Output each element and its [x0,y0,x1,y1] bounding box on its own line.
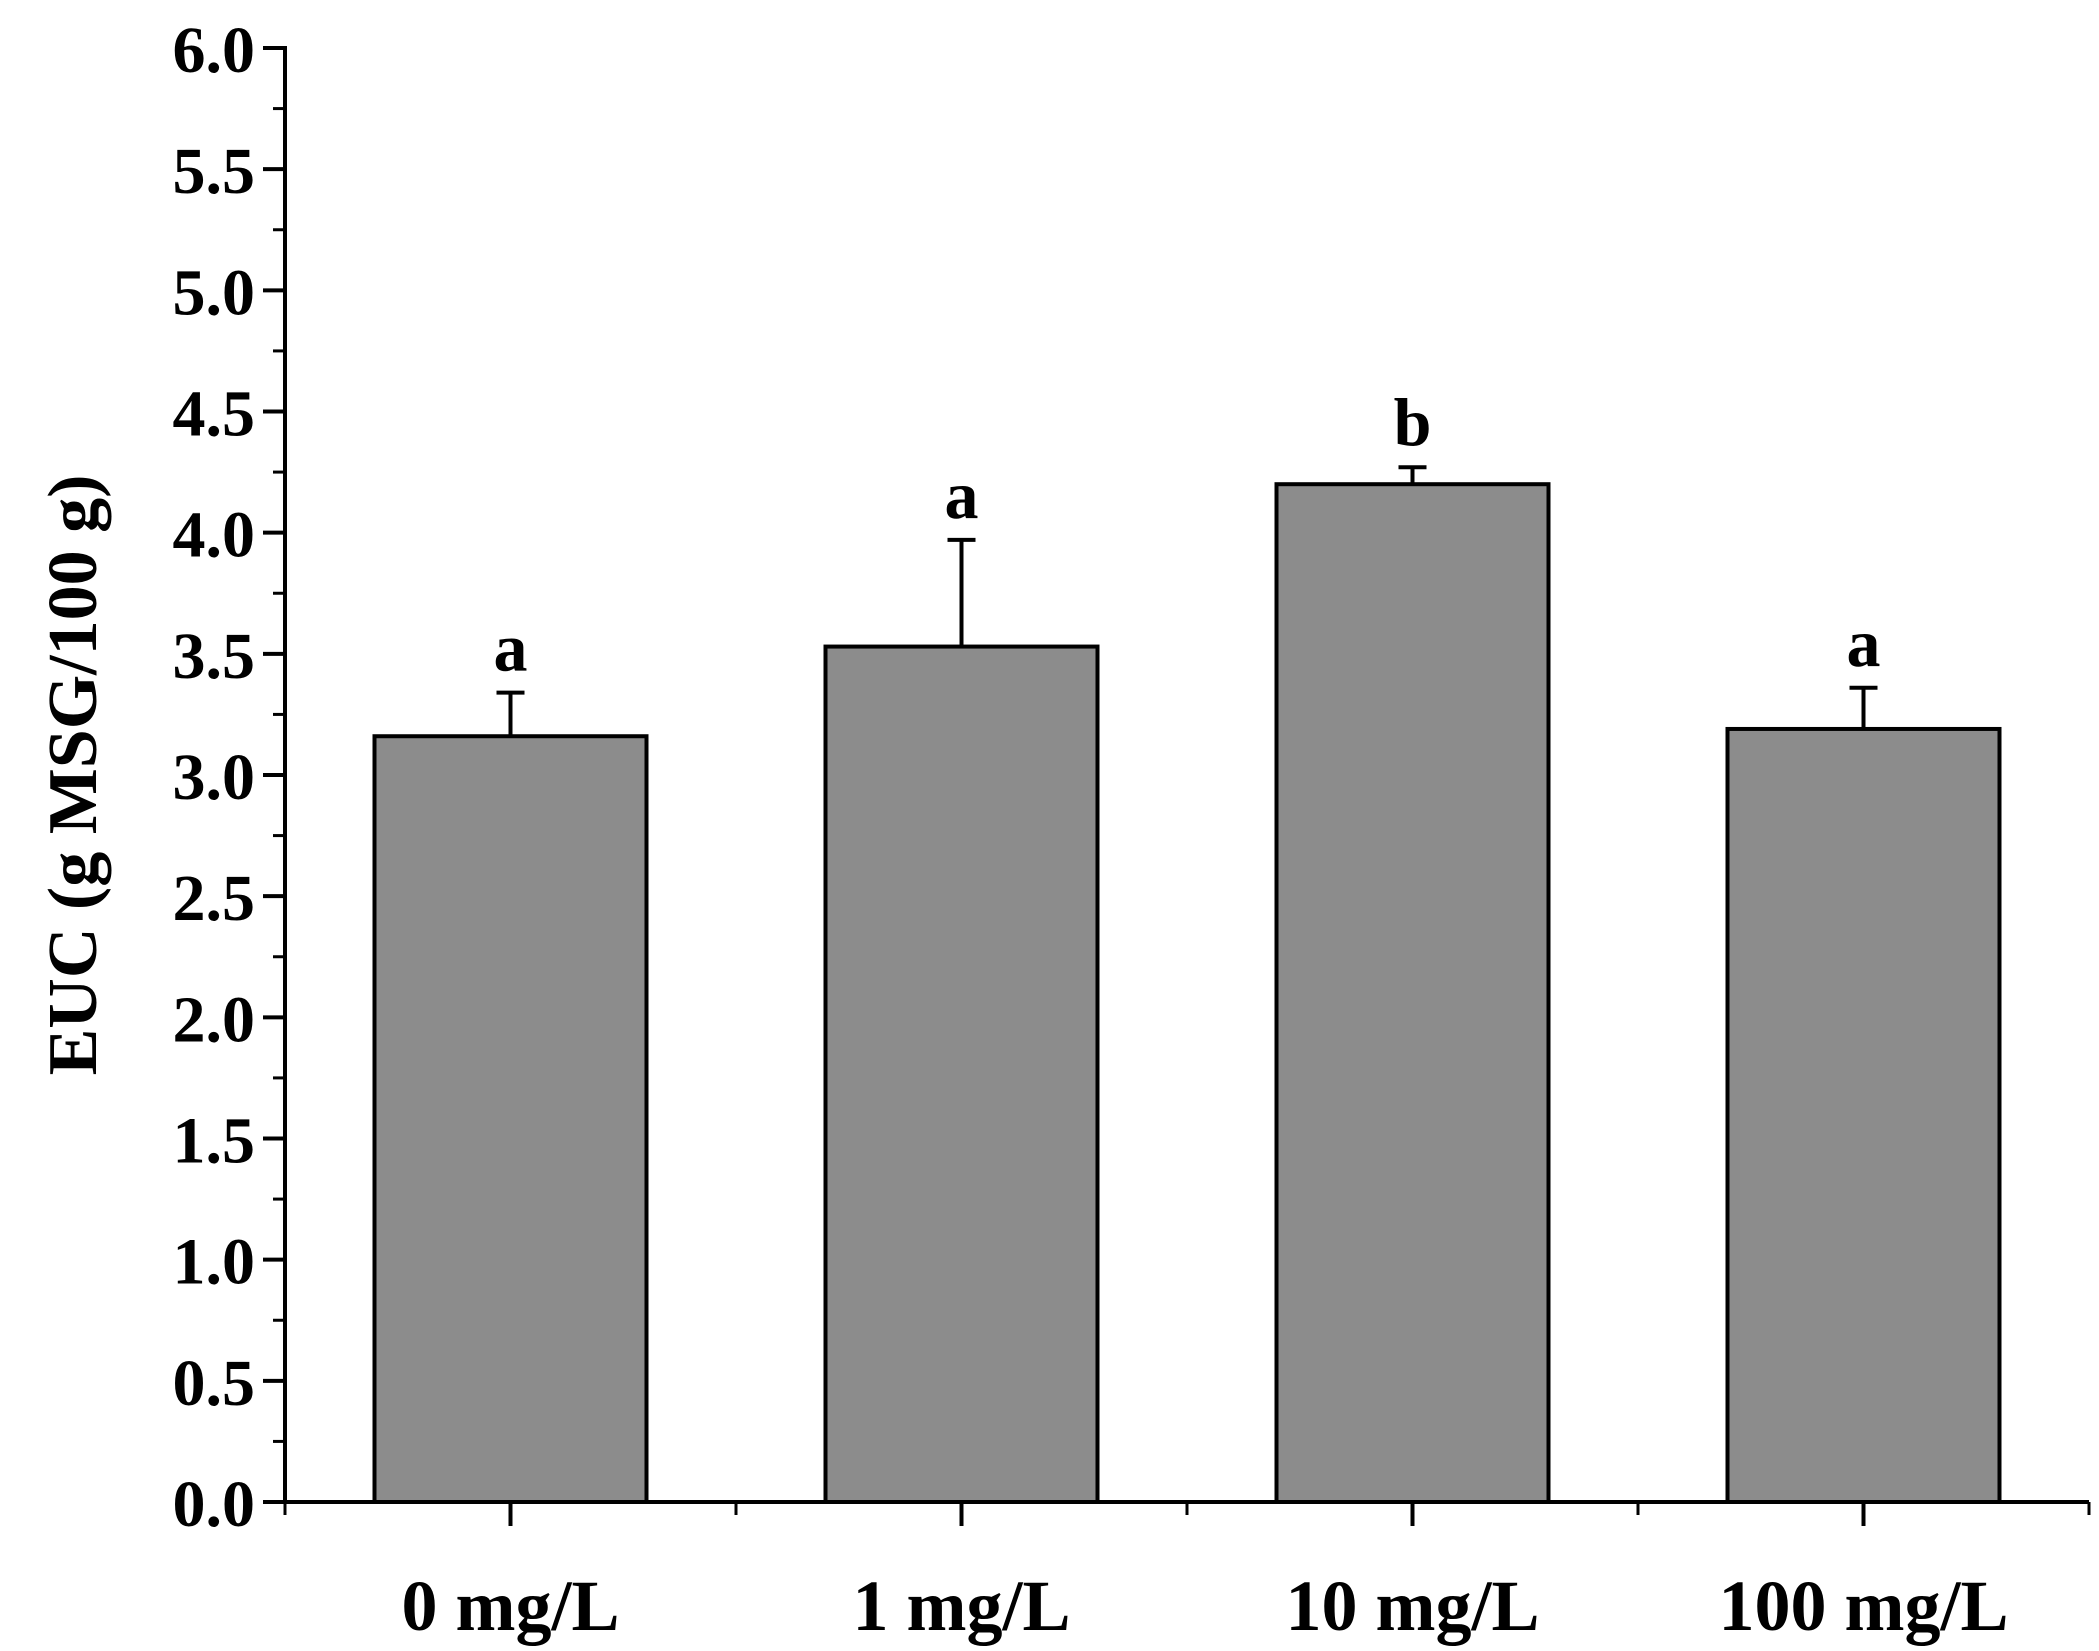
bar-1 [823,644,1100,1504]
x-tick-label-1: 1 mg/L [852,1566,1070,1646]
bar-0 [372,734,649,1504]
axes-group [263,46,2091,1526]
y-tick-label-9: 4.5 [173,378,256,451]
y-axis-title: EUC (g MSG/100 g) [35,475,112,1076]
y-tick-label-3: 1.5 [173,1105,256,1178]
y-tick-label-8: 4.0 [173,499,256,572]
y-tick-label-4: 2.0 [173,983,256,1056]
significance-label-3: a [1847,605,1881,681]
y-tick-label-1: 0.5 [173,1347,256,1420]
y-tick-label-5: 2.5 [173,862,256,935]
significance-label-1: a [945,457,979,533]
significance-label-0: a [494,610,528,686]
error-bars-group [496,465,1878,737]
y-tick-label-12: 6.0 [173,14,256,87]
x-tick-label-3: 100 mg/L [1718,1566,2008,1646]
labels-group: a 0 mg/L a 1 mg/L b 10 mg/L a 100 mg/L 0.0 0.5 1.0… [35,14,2009,1646]
y-tick-label-7: 3.5 [173,620,256,693]
bar-2 [1274,482,1551,1504]
bars-group [372,482,2002,1504]
y-tick-label-2: 1.0 [173,1226,256,1299]
y-tick-label-6: 3.0 [173,741,256,814]
x-tick-label-2: 10 mg/L [1285,1566,1539,1646]
y-tick-label-0: 0.0 [173,1468,256,1541]
y-tick-label-10: 5.0 [173,256,256,329]
y-tick-label-11: 5.5 [173,135,256,208]
bar-3 [1725,726,2002,1504]
x-tick-label-0: 0 mg/L [401,1566,619,1646]
significance-label-2: b [1394,384,1432,460]
